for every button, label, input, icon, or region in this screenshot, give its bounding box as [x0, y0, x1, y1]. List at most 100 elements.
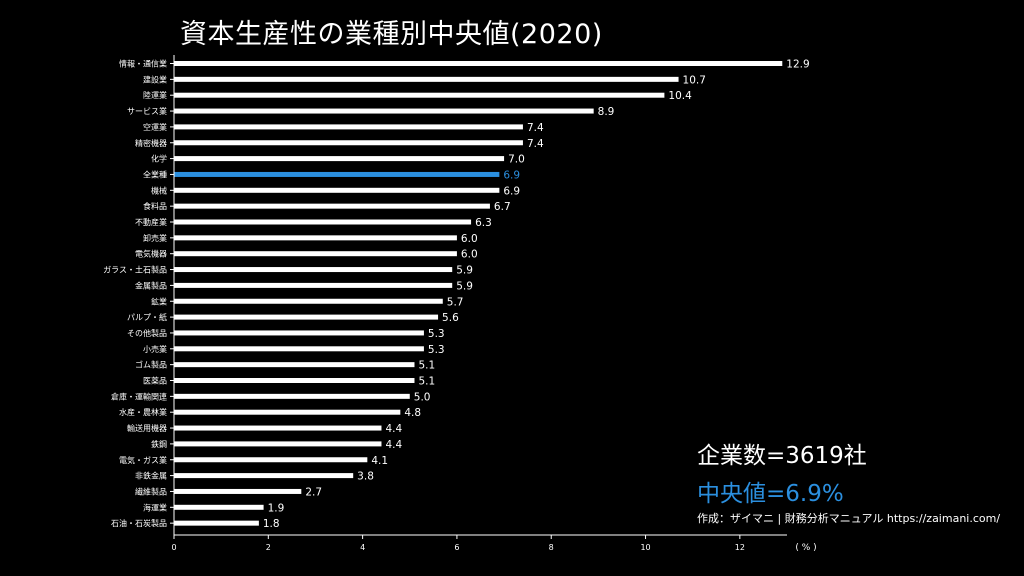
value-label: 5.6	[442, 312, 459, 324]
value-label: 5.9	[456, 280, 473, 292]
bar	[174, 425, 382, 431]
category-label: 電気機器	[135, 249, 167, 259]
bar	[174, 473, 354, 479]
x-axis-label: ( % )	[795, 543, 816, 553]
bar	[174, 457, 368, 463]
bar	[174, 504, 264, 510]
category-label: パルプ・紙	[127, 312, 167, 322]
value-label: 7.4	[527, 122, 544, 134]
category-label: 空運業	[143, 122, 167, 132]
category-label: 石油・石炭製品	[111, 518, 167, 528]
value-label: 4.4	[385, 423, 402, 435]
category-label: 精密機器	[135, 138, 167, 148]
category-label: 建設業	[143, 74, 167, 84]
category-label: 陸運業	[143, 90, 167, 100]
value-label: 5.7	[447, 296, 464, 308]
bar	[174, 219, 472, 225]
bar	[174, 314, 439, 320]
category-label: 医薬品	[143, 376, 167, 386]
category-label: その他製品	[127, 328, 167, 338]
category-label: 不動産業	[135, 217, 167, 227]
bar	[174, 267, 453, 273]
bar	[174, 140, 523, 146]
value-label: 5.1	[418, 376, 435, 388]
value-label: 6.7	[494, 201, 511, 213]
value-label: 6.3	[475, 217, 492, 229]
bar	[174, 282, 453, 288]
category-label: 卸売業	[143, 233, 167, 243]
value-label: 10.7	[683, 74, 706, 86]
value-label: 7.4	[527, 138, 544, 150]
bar	[174, 76, 679, 82]
value-label: 5.3	[428, 344, 445, 356]
category-label: 情報・通信業	[119, 59, 167, 69]
chart-title: 資本生産性の業種別中央値(2020)	[180, 19, 603, 50]
bar	[174, 441, 382, 447]
category-label: 鉄鋼	[151, 439, 167, 449]
category-label: 海運業	[143, 502, 167, 512]
value-label: 4.8	[404, 407, 421, 419]
category-label: ガラス・土石製品	[103, 265, 167, 275]
category-label: サービス業	[127, 106, 167, 116]
category-label: 機械	[151, 185, 167, 195]
value-label: 5.0	[414, 391, 431, 403]
value-label: 5.1	[418, 360, 435, 372]
bar	[174, 251, 457, 257]
value-label: 7.0	[508, 154, 525, 166]
bar	[174, 187, 500, 193]
category-label: 小売業	[143, 344, 167, 354]
value-label: 5.3	[428, 328, 445, 340]
credit-text: 作成：ザイマニ | 財務分析マニュアル https://zaimani.com/	[697, 512, 1001, 525]
bar	[174, 393, 410, 399]
bar	[174, 409, 401, 415]
category-label: 食料品	[143, 201, 167, 211]
x-tick-label: 2	[266, 543, 271, 552]
bar	[174, 92, 665, 98]
bar	[174, 203, 490, 209]
category-label: 金属製品	[135, 280, 167, 290]
value-label: 2.7	[305, 486, 322, 498]
bar	[174, 171, 500, 177]
category-label: 繊維製品	[135, 486, 167, 496]
bar	[174, 124, 523, 130]
category-label: 鉱業	[151, 296, 167, 306]
bar	[174, 156, 505, 162]
value-label: 6.9	[503, 185, 520, 197]
bar	[174, 378, 415, 383]
value-label: 3.8	[357, 471, 374, 483]
x-tick-label: 10	[640, 543, 650, 552]
bar	[174, 488, 302, 494]
bar	[174, 520, 259, 526]
x-tick-label: 8	[549, 543, 554, 552]
median-value-stat: 中央値=6.9%	[697, 481, 844, 507]
value-label: 4.1	[371, 455, 388, 467]
value-label: 10.4	[668, 90, 692, 102]
category-label: 電気・ガス業	[119, 455, 167, 465]
x-tick-label: 0	[171, 543, 176, 552]
x-tick-label: 12	[735, 543, 745, 552]
value-label: 6.0	[461, 233, 478, 245]
value-label: 1.9	[268, 502, 285, 514]
category-label: 非鉄金属	[135, 471, 167, 481]
bar	[174, 298, 443, 304]
category-label: ゴム製品	[135, 360, 167, 370]
category-label: 輸送用機器	[127, 423, 167, 433]
bars-layer: 12.910.710.48.97.47.47.06.96.96.76.36.06…	[174, 59, 810, 530]
x-tick-label: 6	[454, 543, 459, 552]
bar	[174, 61, 783, 66]
bar	[174, 330, 424, 336]
value-label: 5.9	[456, 265, 473, 277]
axis-layer: 情報・通信業建設業陸運業サービス業空運業精密機器化学全業種機械食料品不動産業卸売…	[103, 55, 817, 553]
category-label: 全業種	[143, 169, 167, 179]
bar	[174, 346, 424, 352]
category-label: 水産・農林業	[119, 407, 167, 417]
value-label: 4.4	[385, 439, 402, 451]
value-label: 12.9	[786, 59, 809, 71]
value-label: 8.9	[598, 106, 615, 118]
company-count-stat: 企業数=3619社	[697, 443, 867, 469]
bar	[174, 235, 457, 241]
value-label: 6.0	[461, 249, 478, 261]
bar	[174, 362, 415, 368]
category-label: 倉庫・運輸関連	[111, 391, 167, 401]
